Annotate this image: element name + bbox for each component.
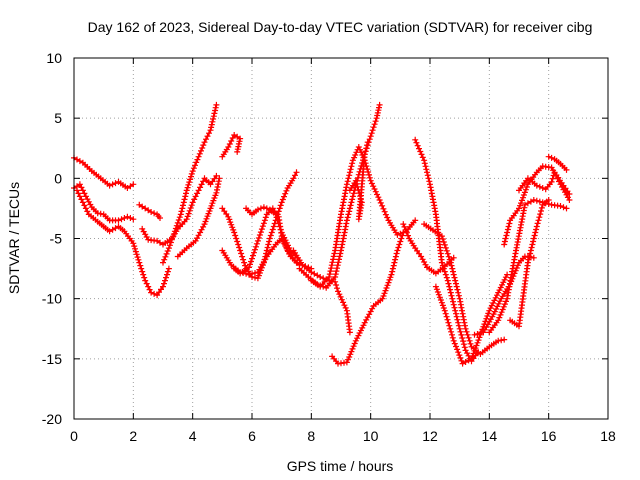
plus-markers <box>486 197 570 336</box>
series-markers-prn-h <box>219 132 244 160</box>
x-tick-label: 12 <box>422 428 438 444</box>
plus-markers <box>290 247 353 336</box>
plus-markers <box>400 221 457 277</box>
plus-markers <box>329 229 407 367</box>
plus-markers <box>74 187 172 299</box>
plus-markers <box>219 132 244 160</box>
x-tick-label: 18 <box>600 428 616 444</box>
plus-markers <box>308 144 419 290</box>
series-markers-prn-q <box>346 139 371 223</box>
plus-markers <box>296 101 383 291</box>
plus-markers <box>160 101 220 266</box>
series-markers-prn-g <box>174 175 223 260</box>
y-tick-label: 0 <box>54 170 62 186</box>
series-markers-prn-n <box>296 101 383 291</box>
series-markers-prn-zz <box>545 153 570 173</box>
x-axis-label: GPS time / hours <box>287 458 394 474</box>
plus-markers <box>136 201 163 221</box>
series-markers-prn-x <box>507 197 552 330</box>
series-markers-prn-f <box>160 101 220 266</box>
plus-markers <box>412 136 481 365</box>
plus-markers <box>516 169 573 197</box>
y-tick-label: -10 <box>42 291 62 307</box>
y-axis-label: SDTVAR / TECUs <box>6 182 22 294</box>
series-line-prn-p <box>331 231 405 365</box>
x-tick-label: 4 <box>189 428 197 444</box>
series-markers-prn-o <box>308 144 419 290</box>
series-markers-prn-w <box>486 197 570 336</box>
series-markers-prn-z <box>516 169 573 197</box>
axes: 0 2 4 6 8 10 12 14 16 18 -20 -15 -10 -5 0 5 10 <box>42 50 616 444</box>
series-markers-prn-r <box>400 221 457 277</box>
series-markers-prn-m <box>290 247 353 336</box>
x-tick-label: 10 <box>363 428 379 444</box>
series-markers-prn-p <box>329 229 407 367</box>
plot-frame <box>73 57 609 420</box>
plus-markers <box>174 175 223 260</box>
plus-markers <box>346 139 371 223</box>
plus-markers <box>507 197 552 330</box>
x-tick-label: 2 <box>129 428 137 444</box>
x-tick-label: 14 <box>482 428 498 444</box>
x-tick-label: 6 <box>248 428 256 444</box>
series-markers-prn-d <box>136 201 163 221</box>
y-tick-label: -20 <box>42 411 62 427</box>
plus-markers <box>545 153 570 173</box>
x-tick-label: 16 <box>541 428 557 444</box>
y-tick-label: -15 <box>42 351 62 367</box>
series-markers-prn-s <box>412 136 481 365</box>
x-tick-label: 0 <box>70 428 78 444</box>
y-tick-label: -5 <box>50 231 63 247</box>
series-markers-prn-c <box>74 187 172 299</box>
series-line-prn-e <box>141 174 218 246</box>
series-layer <box>71 101 573 367</box>
x-tick-label: 8 <box>307 428 315 444</box>
y-tick-label: 5 <box>54 110 62 126</box>
chart-title: Day 162 of 2023, Sidereal Day-to-day VTE… <box>88 19 593 35</box>
y-tick-label: 10 <box>46 50 62 66</box>
